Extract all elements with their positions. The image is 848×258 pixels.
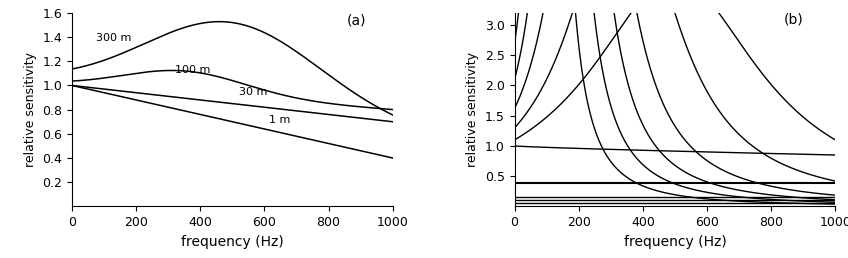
Text: (a): (a) — [346, 14, 365, 28]
Text: 1 m: 1 m — [270, 115, 291, 125]
X-axis label: frequency (Hz): frequency (Hz) — [181, 235, 284, 249]
Y-axis label: relative sensitivity: relative sensitivity — [466, 52, 479, 167]
Text: 300 m: 300 m — [96, 33, 131, 43]
Text: (b): (b) — [784, 13, 804, 27]
X-axis label: frequency (Hz): frequency (Hz) — [623, 235, 727, 249]
Text: 100 m: 100 m — [175, 65, 210, 75]
Text: 30 m: 30 m — [239, 87, 267, 97]
Y-axis label: relative sensitivity: relative sensitivity — [24, 52, 36, 167]
